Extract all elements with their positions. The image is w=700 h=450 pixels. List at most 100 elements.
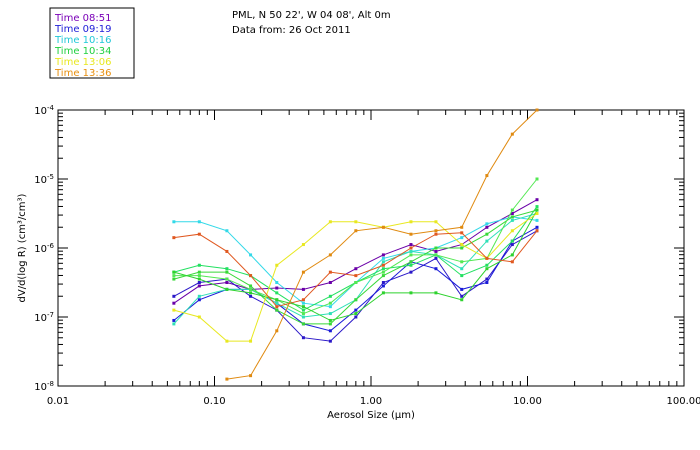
data-point: [301, 322, 305, 326]
data-point: [172, 294, 176, 298]
data-point: [275, 286, 279, 290]
data-point: [485, 239, 489, 243]
data-point: [354, 267, 358, 271]
y-tick-label: 10-8: [34, 380, 54, 393]
data-point: [434, 246, 438, 250]
data-point: [434, 229, 438, 233]
data-point: [172, 308, 176, 312]
data-point: [275, 308, 279, 312]
data-point: [172, 236, 176, 240]
data-point: [328, 339, 332, 343]
data-point: [301, 312, 305, 316]
data-point: [381, 274, 385, 278]
data-point: [460, 231, 464, 235]
data-point: [535, 212, 539, 215]
series-line-10: [226, 109, 538, 380]
data-point: [510, 218, 514, 222]
series-group: [172, 108, 539, 381]
data-point: [434, 267, 438, 271]
data-point: [381, 253, 385, 257]
data-point: [485, 256, 489, 260]
data-point: [510, 243, 514, 247]
data-point: [225, 339, 229, 343]
data-point: [275, 281, 279, 284]
data-point: [328, 294, 332, 298]
legend-entry: Time 13:06: [54, 57, 111, 68]
data-point: [535, 198, 539, 202]
data-point: [328, 318, 332, 322]
data-point: [460, 260, 464, 264]
data-point: [354, 229, 358, 233]
data-point: [460, 294, 464, 298]
data-point: [409, 249, 413, 253]
data-point: [434, 291, 438, 295]
data-point: [249, 374, 253, 378]
data-point: [485, 277, 489, 281]
data-point: [434, 253, 438, 257]
data-point: [197, 232, 201, 236]
data-point: [328, 305, 332, 309]
data-point: [225, 281, 229, 284]
data-point: [409, 246, 413, 250]
data-point: [381, 260, 385, 264]
data-point: [172, 220, 176, 224]
data-point: [510, 132, 514, 136]
y-tick-label: 10-5: [34, 173, 54, 186]
data-point: [172, 277, 176, 281]
data-point: [301, 287, 305, 291]
data-point: [381, 291, 385, 295]
legend-entry: Time 10:34: [54, 46, 111, 57]
data-point: [434, 232, 438, 236]
data-point: [301, 305, 305, 309]
data-point: [301, 336, 305, 340]
data-point: [197, 263, 201, 267]
data-point: [381, 263, 385, 267]
data-point: [381, 225, 385, 229]
data-point: [197, 284, 201, 288]
data-point: [381, 281, 385, 284]
data-point: [328, 253, 332, 257]
data-point: [409, 253, 413, 257]
data-point: [197, 281, 201, 284]
data-point: [197, 298, 201, 302]
data-point: [485, 225, 489, 229]
axis-ticks: 0.01 0.10 1.00 10.00 100.00 10-8 10-7 10-6 10-5 1…: [34, 104, 700, 407]
data-point: [301, 243, 305, 247]
y-tick-label: 10-6: [34, 242, 54, 255]
x-tick-label: 100.00: [667, 396, 700, 407]
y-tick-label: 10-7: [34, 311, 54, 324]
chart-subtitle: Data from: 26 Oct 2011: [232, 25, 351, 36]
data-point: [328, 312, 332, 316]
data-point: [328, 220, 332, 224]
data-point: [460, 243, 464, 247]
data-point: [197, 220, 201, 224]
legend-entry: Time 10:16: [54, 35, 111, 46]
data-point: [249, 284, 253, 288]
x-tick-label: 1.00: [360, 396, 382, 407]
data-point: [225, 270, 229, 274]
data-point: [381, 270, 385, 274]
data-point: [225, 277, 229, 281]
data-point: [354, 281, 358, 284]
data-point: [409, 232, 413, 236]
data-point: [197, 270, 201, 274]
plot-frame: [57, 109, 685, 387]
data-point: [275, 298, 279, 302]
data-point: [535, 218, 539, 222]
data-point: [510, 215, 514, 219]
data-point: [409, 260, 413, 264]
data-point: [460, 298, 464, 302]
data-point: [535, 205, 539, 209]
data-point: [460, 236, 464, 240]
data-point: [485, 263, 489, 267]
data-point: [460, 274, 464, 278]
data-point: [197, 277, 201, 281]
data-point: [225, 249, 229, 253]
data-point: [301, 301, 305, 305]
data-point: [328, 281, 332, 284]
data-point: [354, 298, 358, 302]
data-point: [510, 239, 514, 243]
data-point: [249, 274, 253, 278]
data-point: [434, 220, 438, 224]
